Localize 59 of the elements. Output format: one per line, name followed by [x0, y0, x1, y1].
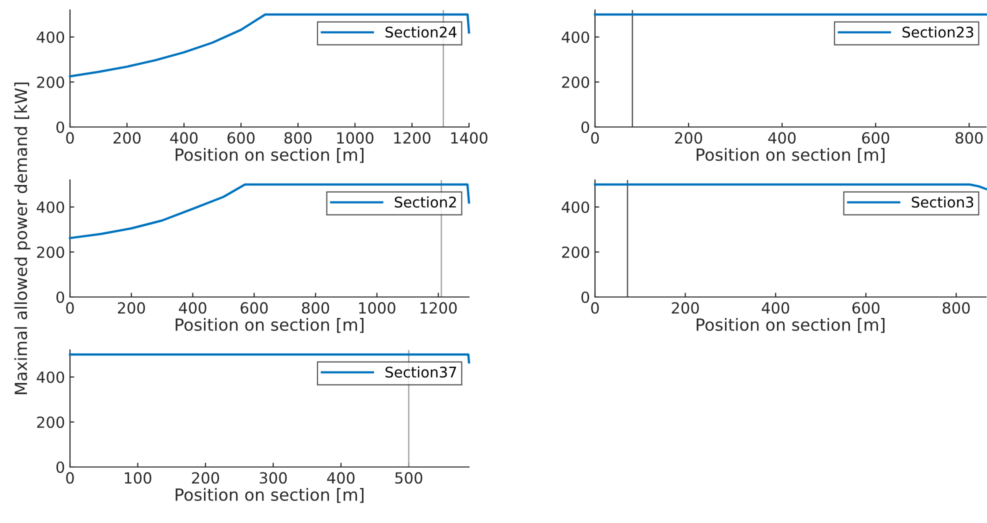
x-tick-label: 800: [956, 132, 983, 144]
x-tick-label: 800: [284, 132, 312, 144]
x-tick-label: 0: [591, 302, 599, 314]
x-tick-label: 600: [240, 302, 268, 314]
x-tick-label: 1200: [420, 302, 457, 314]
legend-label: Section2: [394, 196, 456, 208]
x-tick-label: 600: [852, 302, 880, 314]
x-tick-label: 0: [66, 302, 74, 314]
x-tick-label: 200: [672, 302, 699, 314]
legend-label: Section24: [386, 26, 457, 38]
x-tick-label: 200: [118, 302, 145, 314]
x-axis-title: Position on section [m]: [176, 318, 364, 333]
legend-label: Section37: [386, 366, 456, 378]
y-tick-label: 0: [581, 121, 590, 134]
x-tick-label: 1000: [359, 302, 396, 314]
line-series: [68, 13, 470, 78]
y-tick-label: 400: [562, 201, 590, 214]
x-tick-label: 400: [768, 132, 796, 144]
x-tick-label: 0: [66, 132, 74, 144]
x-tick-label: 800: [942, 302, 970, 314]
line-series: [68, 183, 470, 240]
y-tick-label: 200: [37, 246, 64, 258]
y-tick-label: 400: [36, 31, 64, 44]
y-tick-label: 0: [56, 291, 64, 304]
y-tick-label: 400: [36, 201, 64, 214]
x-tick-label: 1000: [337, 132, 374, 144]
y-tick-label: 200: [37, 76, 64, 88]
x-tick-label: 300: [260, 472, 287, 484]
x-tick-label: 1200: [394, 132, 430, 144]
x-tick-label: 800: [302, 302, 330, 314]
x-tick-label: 0: [66, 472, 74, 484]
x-axis-title: Position on section [m]: [176, 148, 364, 163]
x-axis-title: Position on section [m]: [696, 148, 884, 163]
x-tick-label: 400: [327, 472, 355, 484]
x-tick-label: 200: [192, 472, 220, 484]
y-tick-label: 400: [36, 371, 64, 384]
y-tick-label: 0: [56, 121, 64, 134]
x-tick-label: 500: [395, 472, 422, 484]
x-tick-label: 400: [762, 302, 790, 314]
x-axis-title: Position on section [m]: [176, 488, 364, 503]
y-tick-label: 200: [562, 76, 590, 88]
x-tick-label: 400: [170, 132, 198, 144]
x-tick-label: 200: [114, 132, 141, 144]
x-tick-label: 100: [124, 472, 152, 484]
y-tick-label: 0: [56, 461, 64, 474]
x-axis-title: Position on section [m]: [696, 318, 884, 333]
y-tick-label: 400: [562, 31, 590, 44]
legend-label: Section3: [912, 196, 974, 208]
y-axis-title: Maximal allowed power demand [kW]: [14, 82, 30, 394]
legend-label: Section23: [902, 26, 974, 38]
x-tick-label: 600: [862, 132, 890, 144]
x-tick-label: 1400: [451, 132, 488, 144]
x-tick-label: 0: [591, 132, 599, 144]
y-tick-label: 200: [562, 246, 590, 258]
y-tick-label: 200: [37, 416, 64, 428]
x-tick-label: 200: [675, 132, 702, 144]
x-tick-label: 600: [227, 132, 255, 144]
x-tick-label: 400: [178, 302, 206, 314]
y-tick-label: 0: [581, 291, 590, 304]
